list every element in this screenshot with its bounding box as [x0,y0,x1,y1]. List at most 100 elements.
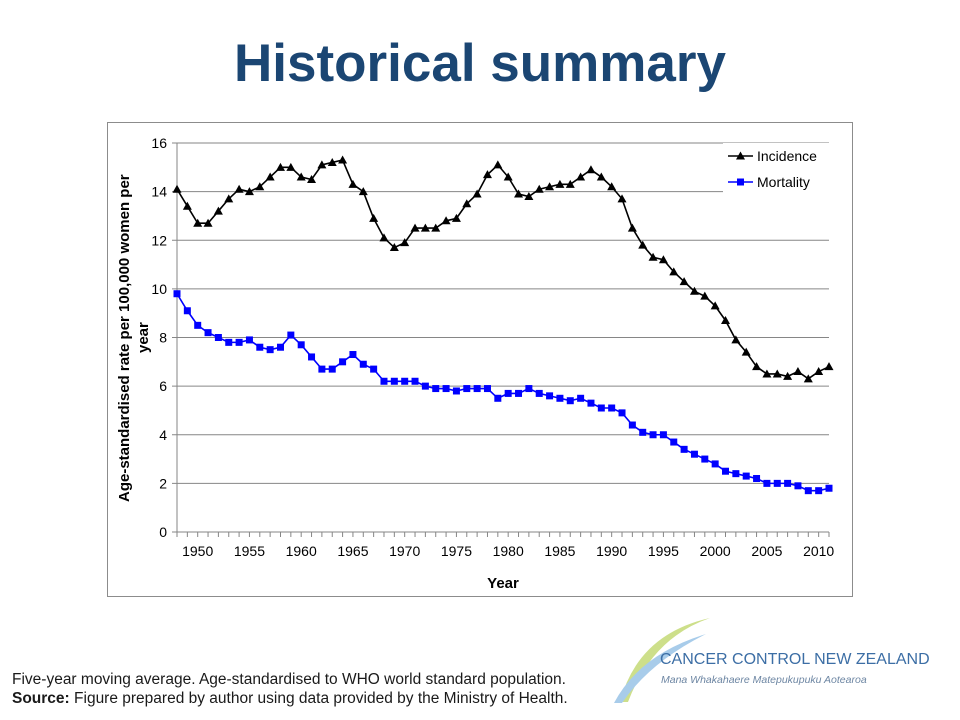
mortality-point [690,450,698,458]
mortality-point [639,428,647,436]
incidence-point [451,213,461,222]
mortality-point [763,479,771,487]
incidence-point [627,223,637,232]
incidence-point [255,182,265,191]
incidence-point [555,179,565,188]
incidence-point [741,347,751,356]
incidence-point [369,213,379,222]
incidence-point [731,335,741,344]
incidence-point [244,187,254,196]
chart-frame: 0 2 4 6 8 10 12 14 16 1950 1955 1960 1965 1970 1975 198… [107,122,853,597]
incidence-point [482,170,492,179]
mortality-point [318,365,326,373]
incidence-point [338,155,348,164]
mortality-point [618,409,626,417]
mortality-point [339,358,347,366]
incidence-point [514,189,524,198]
incidence-point [689,286,699,295]
logo-name: CANCER CONTROL NEW ZEALAND [660,651,930,668]
x-tick-label: 1965 [337,543,368,559]
mortality-point [328,365,336,373]
incidence-point [814,367,824,376]
source-text: Figure prepared by author using data pro… [74,690,568,707]
y-tick-label: 16 [151,135,167,151]
incidence-point [265,172,275,181]
y-axis-title: Age-standardised rate per 100,000 women … [116,174,152,502]
mortality-point [287,331,295,339]
mortality-point [742,472,750,480]
mortality-point [804,487,812,495]
incidence-point [389,243,399,252]
mortality-line [176,293,830,492]
mortality-point [349,351,357,359]
incidence-point [379,233,389,242]
incidence-point [617,194,627,203]
mortality-point [297,341,305,349]
mortality-point [670,438,678,446]
mortality-point [401,377,409,385]
incidence-point [234,184,244,193]
line-chart: 0 2 4 6 8 10 12 14 16 1950 1955 1960 1965 1970 1975 198… [151,135,834,592]
legend-background [723,143,829,195]
mortality-point [732,470,740,478]
slide-title: Historical summary [234,34,726,93]
incidence-point [317,160,327,169]
logo-swoosh-icon [614,618,710,703]
legend-mortality-marker [737,178,744,186]
mortality-point [256,343,264,351]
y-tick-label: 0 [159,524,167,540]
mortality-point [276,343,284,351]
incidence-point [752,362,762,371]
incidence-point [607,182,617,191]
x-tick-label: 2010 [803,543,834,559]
incidence-point [710,301,720,310]
mortality-point [794,482,802,490]
x-tick-label: 1980 [493,543,524,559]
logo-swoosh-green [620,618,710,702]
incidence-point [524,191,534,200]
mortality-point [380,377,388,385]
mortality-point [442,385,450,393]
y-tick-label: 10 [151,281,167,297]
incidence-point [700,291,710,300]
incidence-point [462,199,472,208]
incidence-point [431,223,441,232]
incidence-point [721,315,731,324]
mortality-point [473,385,481,393]
mortality-point [556,394,564,402]
mortality-point [628,421,636,429]
mortality-point [535,389,543,397]
incidence-point [182,201,192,210]
incidence-point [193,218,203,227]
x-tick-label: 1955 [234,543,265,559]
mortality-point [701,455,709,463]
incidence-point [275,162,285,171]
incidence-point [565,179,575,188]
mortality-point [587,399,595,407]
incidence-point [213,206,223,215]
x-tick-label: 1970 [389,543,420,559]
incidence-point [286,162,296,171]
mortality-series [173,290,833,495]
incidence-point [441,216,451,225]
y-tick-label: 2 [159,475,167,491]
incidence-point [762,369,772,378]
incidence-point [503,172,513,181]
logo-tagline: Mana Whakahaere Matepukupuku Aotearoa [661,674,867,686]
mortality-point [194,321,202,329]
incidence-point [658,255,668,264]
incidence-line [176,159,830,380]
x-tick-label: 1985 [544,543,575,559]
incidence-point [679,277,689,286]
mortality-point [649,431,657,439]
incidence-series [172,155,834,383]
mortality-point [546,392,554,400]
mortality-point [494,394,502,402]
mortality-point [680,445,688,453]
mortality-point [245,336,253,344]
y-tick-label: 14 [151,184,167,200]
mortality-point [183,307,191,315]
incidence-point [307,174,317,183]
legend-incidence-marker [736,151,745,160]
incidence-point [348,179,358,188]
